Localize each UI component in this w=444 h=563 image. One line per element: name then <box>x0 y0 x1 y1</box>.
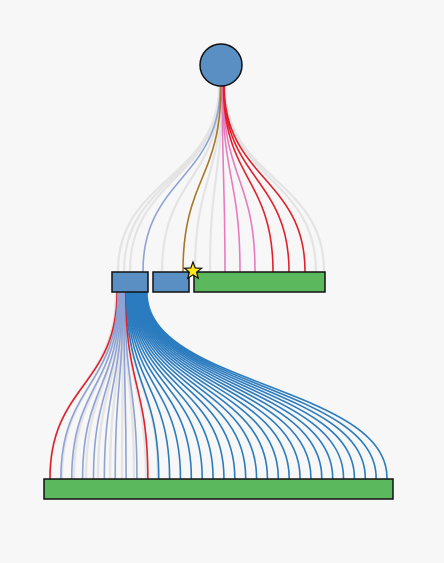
upper-link-pink <box>222 85 256 272</box>
upper-link-gray <box>208 84 223 273</box>
lower-link-blue <box>125 292 160 479</box>
lower-link-blue <box>143 292 356 479</box>
lower-link-blue <box>136 292 280 479</box>
lower-link-blue <box>132 292 236 479</box>
lower-link-periwinkle <box>92 292 122 479</box>
upper-link-gray <box>223 84 326 273</box>
upper-link-gray <box>160 84 222 273</box>
star-marker-icon <box>182 260 204 280</box>
upper-link-pink <box>221 85 226 272</box>
mid-center-node[interactable] <box>152 271 190 293</box>
upper-links <box>116 84 326 273</box>
upper-link-red <box>222 85 274 272</box>
lower-link-blue <box>131 292 225 479</box>
lower-link-blue <box>127 292 182 479</box>
lower-link-blue <box>138 292 301 479</box>
lower-link-blue <box>129 292 203 479</box>
upper-link-periwinkle <box>142 85 221 272</box>
upper-link-red <box>223 85 290 272</box>
lower-link-blue <box>126 292 171 479</box>
lower-links <box>48 291 388 480</box>
lower-link-periwinkle <box>103 292 123 479</box>
lower-link-blue <box>135 292 269 479</box>
lower-link-blue <box>134 292 258 479</box>
lower-link-periwinkle <box>122 292 127 479</box>
lower-link-blue <box>144 292 367 479</box>
upper-link-red <box>223 85 306 272</box>
lower-link-blue <box>137 292 290 479</box>
lower-link-red <box>124 292 149 479</box>
lower-link-red <box>49 292 118 479</box>
lower-link-blue <box>142 292 345 479</box>
lower-link-blue <box>146 292 388 479</box>
lower-link-blue <box>140 292 323 479</box>
lower-link-blue <box>141 292 334 479</box>
bottom-node[interactable] <box>43 478 394 500</box>
lower-link-blue <box>130 292 214 479</box>
mid-right-node[interactable] <box>193 271 326 293</box>
lower-link-periwinkle <box>123 292 138 479</box>
root-node[interactable] <box>199 43 243 87</box>
upper-link-gray <box>122 84 221 273</box>
lower-link-blue <box>139 292 312 479</box>
lower-link-periwinkle <box>70 292 120 479</box>
lower-link-blue <box>128 292 193 479</box>
lower-link-blue <box>145 292 377 479</box>
lower-link-periwinkle <box>81 292 121 479</box>
lower-link-periwinkle <box>114 292 124 479</box>
lower-link-periwinkle <box>60 292 119 479</box>
mid-left-node[interactable] <box>111 271 149 293</box>
upper-link-gray <box>128 84 221 273</box>
lower-link-blue <box>133 292 247 479</box>
upper-link-pink <box>221 85 241 272</box>
upper-link-brown <box>182 85 222 272</box>
